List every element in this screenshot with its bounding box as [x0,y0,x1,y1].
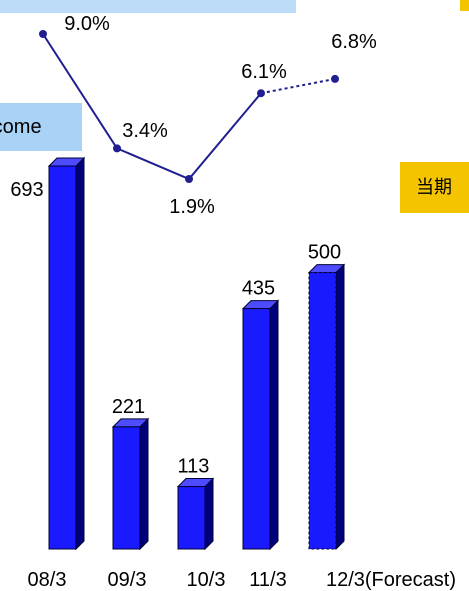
bar-side [139,417,149,551]
margin-point-2 [113,144,121,153]
top-right-badge-strip [460,0,469,11]
top-banner-strip [0,0,296,13]
margin-value-labels: 9.0% 3.4% 1.9% 6.1% 6.8% [64,13,377,218]
margin-line-forecast [260,77,336,95]
bar-value-label: 500 [308,242,341,264]
margin-line-series [39,30,339,183]
series-legend-box: Income [0,103,82,151]
margin-value-label: 3.4% [122,120,168,142]
bar-5 [307,263,346,551]
margin-value-label: 6.8% [331,31,377,53]
margin-point-5 [331,74,339,83]
bar-value-label: 221 [112,396,145,418]
margin-point-1 [39,30,47,38]
margin-value-label: 9.0% [64,13,110,35]
bar-front [48,165,77,550]
bar-side [335,263,345,551]
margin-point-3 [185,175,193,183]
bar-value-label: 435 [242,278,275,300]
series-legend-label: Income [0,116,42,138]
bar-front [112,426,141,550]
margin-value-label: 6.1% [241,61,287,83]
bar-front [308,272,337,550]
x-tick-label: 12/3(Forecast) [326,569,456,591]
bar-3 [176,477,215,551]
bar-4 [241,299,280,551]
bar-front [177,486,206,550]
margin-line-solid [42,33,262,181]
bar-side [269,299,279,551]
bar-value-label: 113 [178,456,210,478]
bar-value-labels: 693 221 113 435 500 [10,179,341,478]
bar-value-label: 693 [10,179,43,201]
margin-point-4 [257,89,265,98]
x-tick-label: 11/3 [249,569,286,591]
current-period-label: 当期 [416,177,452,197]
current-period-badge: 当期 [400,162,469,213]
x-axis-tick-labels: 08/3 09/3 10/3 11/3 12/3(Forecast) [28,569,457,591]
x-tick-label: 08/3 [28,569,67,591]
bar-2 [111,417,150,551]
bar-front [242,308,271,550]
bar-1 [47,156,86,551]
bar-series [47,156,346,551]
x-tick-label: 10/3 [187,569,226,591]
bar-side [75,156,85,551]
x-tick-label: 09/3 [108,569,147,591]
margin-value-label: 1.9% [169,196,215,218]
bar-side [204,477,214,551]
